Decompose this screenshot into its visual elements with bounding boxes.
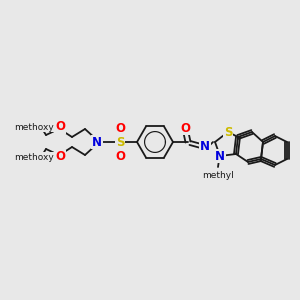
Text: methoxy: methoxy xyxy=(14,122,54,131)
Text: O: O xyxy=(115,122,125,134)
Text: O: O xyxy=(115,149,125,163)
Text: N: N xyxy=(215,149,225,163)
Text: S: S xyxy=(224,125,232,139)
Text: methoxy: methoxy xyxy=(32,126,38,127)
Text: methoxy: methoxy xyxy=(31,156,37,158)
Text: S: S xyxy=(116,136,124,148)
Text: methyl: methyl xyxy=(219,174,224,175)
Text: O: O xyxy=(55,151,65,164)
Text: O: O xyxy=(55,121,65,134)
Text: methoxy: methoxy xyxy=(14,152,54,161)
Text: N: N xyxy=(92,136,102,148)
Text: methoxy: methoxy xyxy=(22,126,28,127)
Text: methoxy: methoxy xyxy=(31,126,37,128)
Text: methyl: methyl xyxy=(202,170,234,179)
Text: O: O xyxy=(180,122,190,134)
Text: N: N xyxy=(200,140,210,154)
Text: methoxy: methoxy xyxy=(32,156,38,157)
